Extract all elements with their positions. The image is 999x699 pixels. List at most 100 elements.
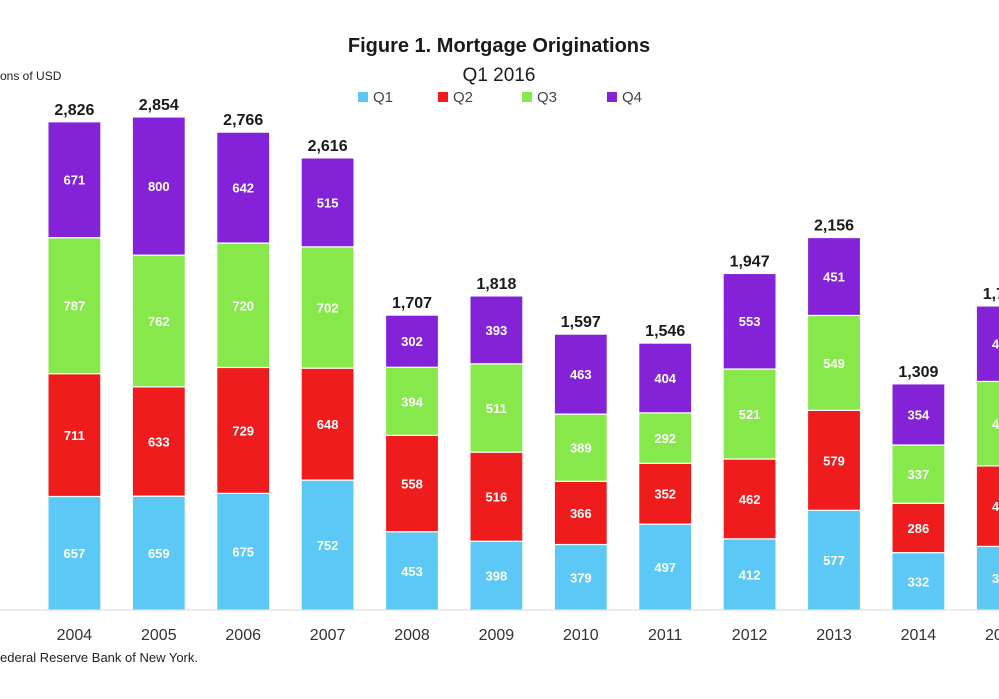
segment-label-2008-q4: 302: [401, 334, 423, 349]
segment-label-2015-q4: 437: [992, 337, 999, 352]
bar-segment-2015-q3: [975, 380, 999, 467]
total-label-2009: 1,818: [476, 276, 516, 293]
x-tick-2007: 2007: [310, 627, 346, 644]
bar-2008: 453 558 394 302 1,707: [384, 295, 440, 611]
segment-label-2011-q4: 404: [654, 371, 676, 386]
legend-label-q1: Q1: [373, 89, 393, 106]
x-tick-2009: 2009: [479, 627, 515, 644]
chart-title: Figure 1. Mortgage Originations: [348, 35, 650, 57]
bar-2010: 379 366 389 463 1,597: [553, 314, 608, 611]
x-axis-ticks: 2004 2005 2006 2007 2008 2009 2010 2011 2012 2013…: [57, 627, 999, 644]
legend: Q1 Q2 Q3 Q4: [358, 89, 642, 106]
x-tick-2015: 2015: [985, 627, 999, 644]
bar-segment-2006-q4: [216, 131, 271, 244]
bar-segment-2013-q4: [806, 236, 862, 317]
bar-segment-2010-q4: [553, 333, 608, 415]
bar-2005: 659 633 762 800 2,854: [131, 97, 186, 611]
segment-label-2010-q4: 463: [570, 367, 592, 382]
legend-label-q2: Q2: [453, 89, 473, 106]
segment-label-2009-q1: 398: [486, 569, 508, 584]
segment-label-2004-q3: 787: [64, 299, 86, 314]
x-tick-2010: 2010: [563, 627, 599, 644]
segment-label-2009-q2: 516: [486, 490, 508, 505]
legend-label-q3: Q3: [537, 89, 557, 106]
bar-2011: 497 352 292 404 1,546: [638, 323, 693, 611]
bar-segment-2005-q3: [131, 254, 186, 388]
total-label-2012: 1,947: [730, 253, 770, 270]
bar-segment-2005-q2: [131, 386, 186, 497]
bar-segment-2012-q3: [722, 368, 777, 460]
segment-label-2011-q1: 497: [654, 560, 676, 575]
segment-label-2007-q4: 515: [317, 195, 339, 210]
bar-segment-2014-q2: [891, 502, 946, 554]
segment-label-2006-q1: 675: [232, 545, 254, 560]
legend-swatch-q3: [522, 92, 532, 102]
total-label-2007: 2,616: [308, 138, 348, 155]
segment-label-2013-q4: 451: [823, 269, 845, 284]
segment-label-2006-q4: 642: [232, 181, 254, 196]
total-label-2014: 1,309: [898, 364, 938, 381]
segment-label-2012-q3: 521: [739, 407, 761, 422]
x-tick-2012: 2012: [732, 627, 768, 644]
segment-label-2008-q2: 558: [401, 477, 423, 492]
segment-label-2007-q2: 648: [317, 417, 339, 432]
bar-segment-2007-q3: [300, 246, 355, 369]
segment-label-2006-q2: 729: [232, 423, 254, 438]
bar-segment-2010-q3: [553, 413, 608, 482]
bar-segment-2009-q1: [469, 540, 524, 611]
segment-label-2015-q1: 368: [992, 571, 999, 586]
segment-label-2008-q1: 453: [401, 564, 423, 579]
segment-label-2009-q4: 393: [486, 323, 508, 338]
bar-segment-2008-q2: [384, 434, 440, 533]
segment-label-2012-q2: 462: [739, 492, 761, 507]
segment-label-2014-q3: 337: [908, 467, 930, 482]
x-tick-2014: 2014: [901, 627, 937, 644]
bar-segment-2012-q4: [722, 272, 777, 370]
bar-segment-2008-q1: [384, 531, 440, 611]
bar-segment-2015-q4: [975, 305, 999, 383]
segment-label-2014-q2: 286: [908, 521, 930, 536]
segment-label-2015-q3: 489: [992, 417, 999, 432]
bar-segment-2011-q2: [638, 462, 693, 525]
legend-label-q4: Q4: [622, 89, 642, 106]
segment-label-2005-q2: 633: [148, 434, 170, 449]
segment-label-2014-q4: 354: [908, 407, 930, 422]
bar-segment-2009-q4: [469, 295, 524, 365]
total-label-2004: 2,826: [54, 102, 94, 119]
legend-swatch-q2: [438, 92, 448, 102]
total-label-2011: 1,546: [645, 323, 685, 340]
segment-label-2005-q1: 659: [148, 546, 170, 561]
segment-label-2004-q2: 711: [64, 428, 85, 443]
legend-swatch-q4: [607, 92, 617, 102]
segment-label-2015-q2: 466: [992, 499, 999, 514]
segment-label-2008-q3: 394: [401, 394, 423, 409]
segment-label-2007-q3: 702: [317, 300, 339, 315]
bar-segment-2009-q3: [469, 363, 524, 453]
bar-segment-2004-q1: [47, 495, 102, 611]
bar-2007: 752 648 702 515 2,616: [300, 138, 355, 611]
segment-label-2005-q4: 800: [148, 179, 170, 194]
bar-segment-2008-q3: [384, 366, 440, 436]
bar-2004: 657 711 787 671 2,826: [47, 102, 102, 611]
segment-label-2013-q1: 577: [823, 553, 845, 568]
legend-swatch-q1: [358, 92, 368, 102]
unit-label: ons of USD: [0, 69, 62, 83]
source-note: ederal Reserve Bank of New York.: [0, 650, 198, 665]
x-tick-2004: 2004: [57, 627, 93, 644]
segment-label-2013-q2: 579: [823, 453, 845, 468]
segment-label-2007-q1: 752: [317, 538, 339, 553]
total-label-2015: 1,760: [983, 286, 999, 303]
bar-segment-2007-q4: [300, 157, 355, 248]
segment-label-2004-q1: 657: [64, 546, 86, 561]
bar-segment-2004-q4: [47, 121, 102, 239]
bar-2009: 398 516 511 393 1,818: [469, 276, 524, 611]
x-tick-2006: 2006: [225, 627, 261, 644]
total-label-2010: 1,597: [561, 314, 601, 331]
segment-label-2010-q1: 379: [570, 570, 592, 585]
bar-segment-2011-q1: [638, 523, 693, 611]
bar-2014: 332 286 337 354 1,309: [891, 364, 946, 611]
bar-2006: 675 729 720 642 2,766: [216, 112, 271, 611]
x-tick-2011: 2011: [648, 627, 683, 644]
total-label-2008: 1,707: [392, 295, 432, 312]
total-label-2005: 2,854: [139, 97, 179, 114]
